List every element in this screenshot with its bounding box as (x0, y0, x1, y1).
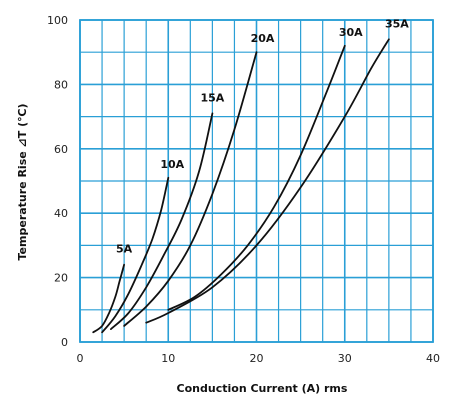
y-tick-label: 0 (61, 336, 68, 349)
y-tick-label: 40 (54, 207, 68, 220)
x-tick-label: 30 (338, 352, 352, 365)
x-tick-label: 40 (426, 352, 440, 365)
tick-labels: 0 10 20 30 40 0 20 40 60 80 100 (47, 14, 440, 365)
y-tick-label: 20 (54, 272, 68, 285)
series-line-5a (92, 263, 125, 334)
series-label-20a: 20A (251, 32, 275, 45)
series-label-15a: 15A (200, 91, 224, 104)
x-tick-label: 20 (250, 352, 264, 365)
y-tick-label: 100 (47, 14, 68, 27)
series-line-35a (145, 38, 390, 324)
x-tick-label: 10 (161, 352, 175, 365)
series-label-10a: 10A (160, 158, 184, 171)
x-axis-title: Conduction Current (A) rms (177, 382, 348, 395)
y-tick-label: 60 (54, 143, 68, 156)
series-label-30a: 30A (339, 26, 363, 39)
series-line-10a (101, 176, 170, 334)
y-tick-label: 80 (54, 78, 68, 91)
series-line-15a (110, 112, 214, 330)
grid (79, 19, 434, 343)
curves (92, 38, 390, 334)
curve-labels: 5A 10A 15A 20A 30A 35A (116, 17, 409, 255)
series-line-20a (123, 51, 258, 327)
x-tick-label: 0 (77, 352, 84, 365)
y-axis-title: Temperature Rise ⊿T (℃) (16, 104, 29, 261)
plot-frame (79, 19, 434, 343)
series-label-35a: 35A (385, 17, 409, 30)
series-line-30a (167, 44, 346, 311)
series-label-5a: 5A (116, 243, 133, 256)
